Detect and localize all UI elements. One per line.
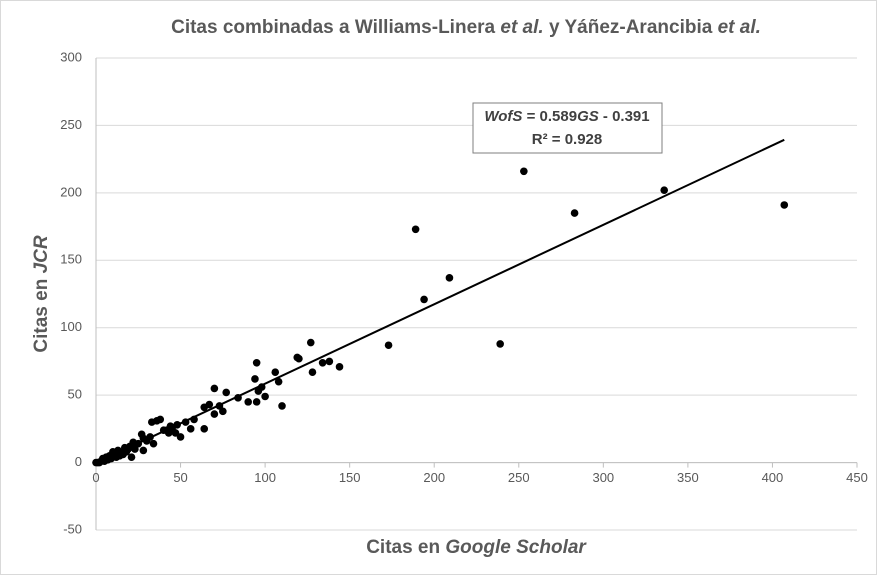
y-tick-label: 300 (60, 49, 82, 64)
point (445, 274, 454, 282)
point (496, 340, 504, 348)
point (148, 418, 156, 426)
chart-title: Citas combinadas a Williams-Linera et al… (171, 17, 761, 38)
point (274, 377, 283, 386)
annotation-line: R² = 0.928 (532, 131, 602, 148)
chart-title-part: Citas combinadas a Williams-Linera (171, 17, 500, 38)
x-tick-label: 350 (677, 470, 699, 485)
annotation-box (472, 102, 663, 154)
point (210, 410, 219, 418)
point (139, 446, 148, 455)
y-axis-label-part: Citas en (31, 273, 52, 352)
point (780, 201, 789, 209)
x-tick-label: 300 (592, 470, 614, 485)
point (660, 186, 669, 194)
point (325, 357, 334, 366)
x-tick-label: 200 (423, 470, 445, 485)
chart-title-part: y Yáñez-Arancibia (544, 17, 718, 38)
point (252, 358, 261, 367)
y-tick-label: -50 (63, 521, 82, 536)
x-tick-label: 50 (173, 470, 187, 485)
x-tick-label: 0 (92, 470, 99, 485)
y-tick-label: 0 (75, 454, 82, 469)
point (176, 433, 185, 441)
point (252, 398, 261, 406)
point (318, 358, 327, 367)
annotation-line-part: - 0.391 (599, 108, 650, 125)
x-tick-label: 150 (339, 470, 361, 485)
point (244, 398, 252, 406)
x-axis-label-part: Google Scholar (445, 537, 587, 558)
chart-title-part: et al. (718, 17, 761, 38)
point (149, 439, 158, 448)
point (119, 450, 127, 459)
point (271, 368, 280, 377)
point (186, 425, 195, 433)
point (127, 453, 136, 461)
x-axis-label: Citas en Google Scholar (366, 537, 587, 558)
y-tick-label: 200 (60, 184, 82, 199)
x-tick-label: 250 (508, 470, 530, 485)
x-tick-label: 400 (762, 470, 784, 485)
point (420, 295, 428, 304)
annotation-line: WofS = 0.589GS - 0.391 (484, 108, 649, 125)
y-tick-label: 150 (60, 252, 82, 267)
x-axis-label-part: Citas en (366, 537, 445, 558)
y-tick-label: 250 (60, 117, 82, 132)
point (570, 209, 579, 217)
point (306, 338, 315, 347)
y-tick-label: 50 (68, 387, 82, 402)
y-axis-label: Citas en JCR (31, 235, 52, 352)
y-tick-label: 100 (60, 319, 82, 334)
point (384, 341, 393, 350)
point (200, 425, 209, 433)
point (520, 167, 528, 176)
point (137, 430, 146, 439)
point (308, 368, 317, 377)
point (251, 375, 259, 383)
point (278, 402, 286, 410)
x-tick-label: 100 (254, 470, 276, 485)
point (293, 353, 302, 362)
annotation-line-part: WofS (484, 108, 522, 125)
point (222, 388, 231, 397)
point (200, 403, 209, 412)
point (335, 363, 344, 371)
y-axis-label-part: JCR (31, 235, 52, 273)
annotation-line-part: = 0.589 (522, 108, 577, 125)
annotation-line-part: R² = 0.928 (532, 131, 602, 148)
point (261, 392, 269, 401)
point (210, 384, 219, 393)
annotation-line-part: GS (577, 108, 599, 125)
trendline (95, 138, 785, 465)
x-tick-label: 450 (846, 470, 868, 485)
point (411, 225, 420, 234)
chart-title-part: et al. (500, 17, 543, 38)
point (254, 387, 263, 395)
